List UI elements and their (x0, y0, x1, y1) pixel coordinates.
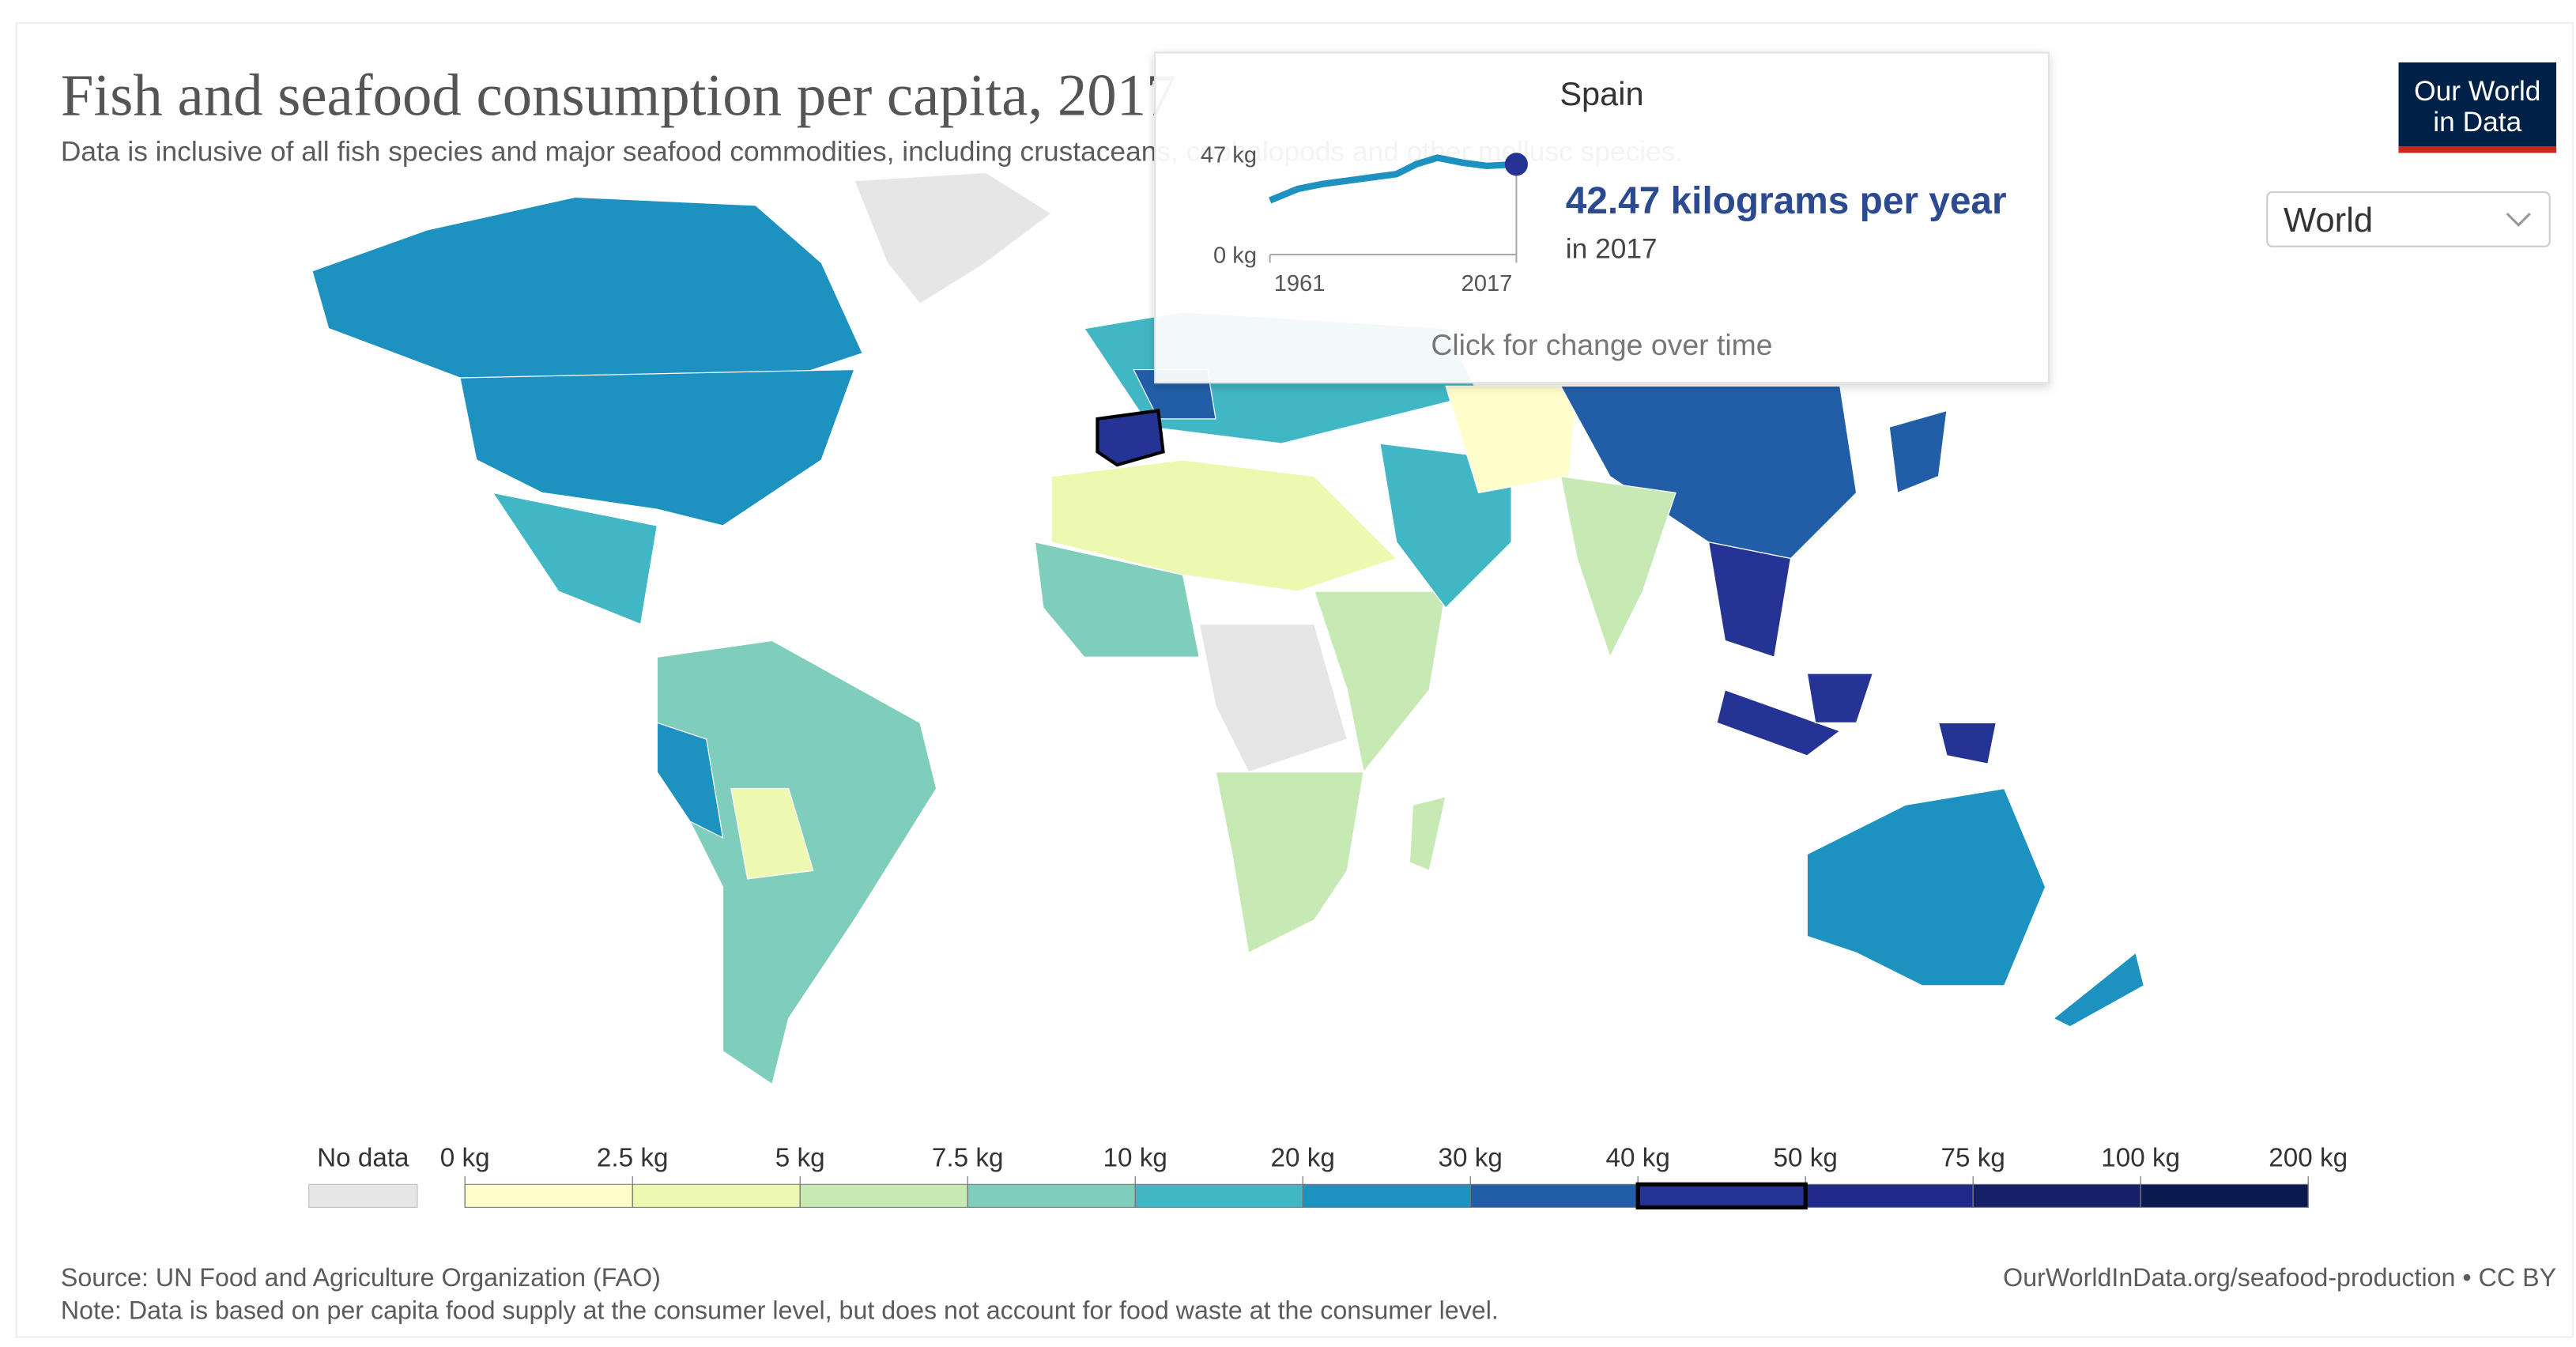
legend-bin (799, 1183, 968, 1208)
sparkline-end (1504, 153, 1528, 176)
select-chevron (2506, 213, 2531, 227)
legend-bin (967, 1183, 1136, 1208)
usa[interactable] (459, 368, 855, 526)
legend-tick-label: 200 kg (2269, 1143, 2348, 1172)
tooltip-year: in 2017 (1566, 233, 1658, 264)
peru[interactable] (656, 722, 724, 839)
note: Note: Data is based on per capita food s… (61, 1296, 1499, 1325)
spain[interactable] (1096, 409, 1165, 467)
region-select[interactable]: World (2266, 191, 2551, 247)
canada[interactable] (311, 196, 864, 379)
legend-tick-label: 40 kg (1606, 1143, 1670, 1172)
bolivia[interactable] (730, 787, 814, 880)
select-box[interactable] (2266, 191, 2551, 247)
legend-bin (1302, 1183, 1471, 1208)
tooltip-value: 42.47 kilograms per year (1566, 180, 2007, 222)
southeast-asia[interactable] (1707, 541, 1792, 658)
legend-tick-label: 5 kg (775, 1143, 825, 1172)
southern-africa[interactable] (1215, 772, 1364, 954)
legend-highlight (1635, 1182, 1808, 1209)
legend-bin (632, 1183, 801, 1208)
madagascar[interactable] (1409, 796, 1446, 872)
central-asia[interactable] (1445, 385, 1578, 494)
legend-bin (1134, 1183, 1303, 1208)
tooltip-country: Spain (1560, 75, 1643, 112)
mexico[interactable] (492, 492, 658, 625)
greenland[interactable] (853, 172, 1053, 305)
sparkline (1269, 154, 1517, 204)
west-africa[interactable] (1034, 541, 1201, 658)
legend-tick-label: 20 kg (1271, 1143, 1335, 1172)
legend-bin (1972, 1183, 2141, 1208)
select-label: World (2284, 201, 2373, 240)
logo-text: Our World (2414, 76, 2540, 107)
logo-box (2398, 62, 2557, 153)
legend-bin (1637, 1183, 1806, 1208)
papua[interactable] (1937, 722, 1997, 765)
url: OurWorldInData.org/seafood-production • … (2003, 1263, 2556, 1292)
no-data-label: No data (317, 1143, 409, 1172)
legend-bin (464, 1183, 633, 1208)
tooltip[interactable]: Spain 47 kg 0 kg 1961 2017 42.47 kilogra… (1154, 51, 2050, 384)
australia[interactable] (1806, 787, 2046, 987)
legend-bin (1805, 1183, 1974, 1208)
sparkline-bottom: 0 kg (1213, 243, 1257, 268)
tooltip-hint: Click for change over time (1431, 328, 1772, 361)
indonesia-west[interactable] (1716, 689, 1842, 757)
tooltip-box (1154, 51, 2050, 384)
legend-tick-label: 2.5 kg (597, 1143, 669, 1172)
legend: No data 0 kg 2.5 kg 5 kg 7.5 kg 10 kg 20 kg 30 … (308, 1143, 2348, 1209)
logo[interactable]: Our World in Data (2398, 62, 2557, 153)
japan[interactable] (1888, 409, 1948, 494)
legend-tick-label: 75 kg (1941, 1143, 2005, 1172)
new-zealand[interactable] (2052, 952, 2145, 1028)
logo-text: in Data (2433, 107, 2521, 138)
logo-bar (2398, 145, 2557, 153)
no-data-swatch (308, 1183, 418, 1208)
source: Source: UN Food and Agriculture Organiza… (61, 1263, 661, 1292)
central-africa[interactable] (1198, 624, 1348, 773)
legend-bin (1469, 1183, 1639, 1208)
legend-tick-label: 0 kg (440, 1143, 490, 1172)
east-africa[interactable] (1313, 590, 1446, 774)
chart-title: Fish and seafood consumption per capita,… (61, 62, 1176, 128)
sparkline-end-year: 2017 (1461, 271, 1513, 296)
sparkline-start-year: 1961 (1274, 271, 1326, 296)
legend-tick-label: 7.5 kg (932, 1143, 1004, 1172)
sparkline-top: 47 kg (1201, 143, 1257, 168)
legend-tick-label: 30 kg (1439, 1143, 1503, 1172)
india[interactable] (1560, 475, 1676, 658)
borneo[interactable] (1806, 673, 1874, 723)
north-africa[interactable] (1050, 459, 1397, 592)
legend-bin (2140, 1183, 2309, 1208)
legend-tick-label: 10 kg (1103, 1143, 1167, 1172)
legend-tick-label: 100 kg (2101, 1143, 2180, 1172)
legend-tick-label: 50 kg (1774, 1143, 1838, 1172)
